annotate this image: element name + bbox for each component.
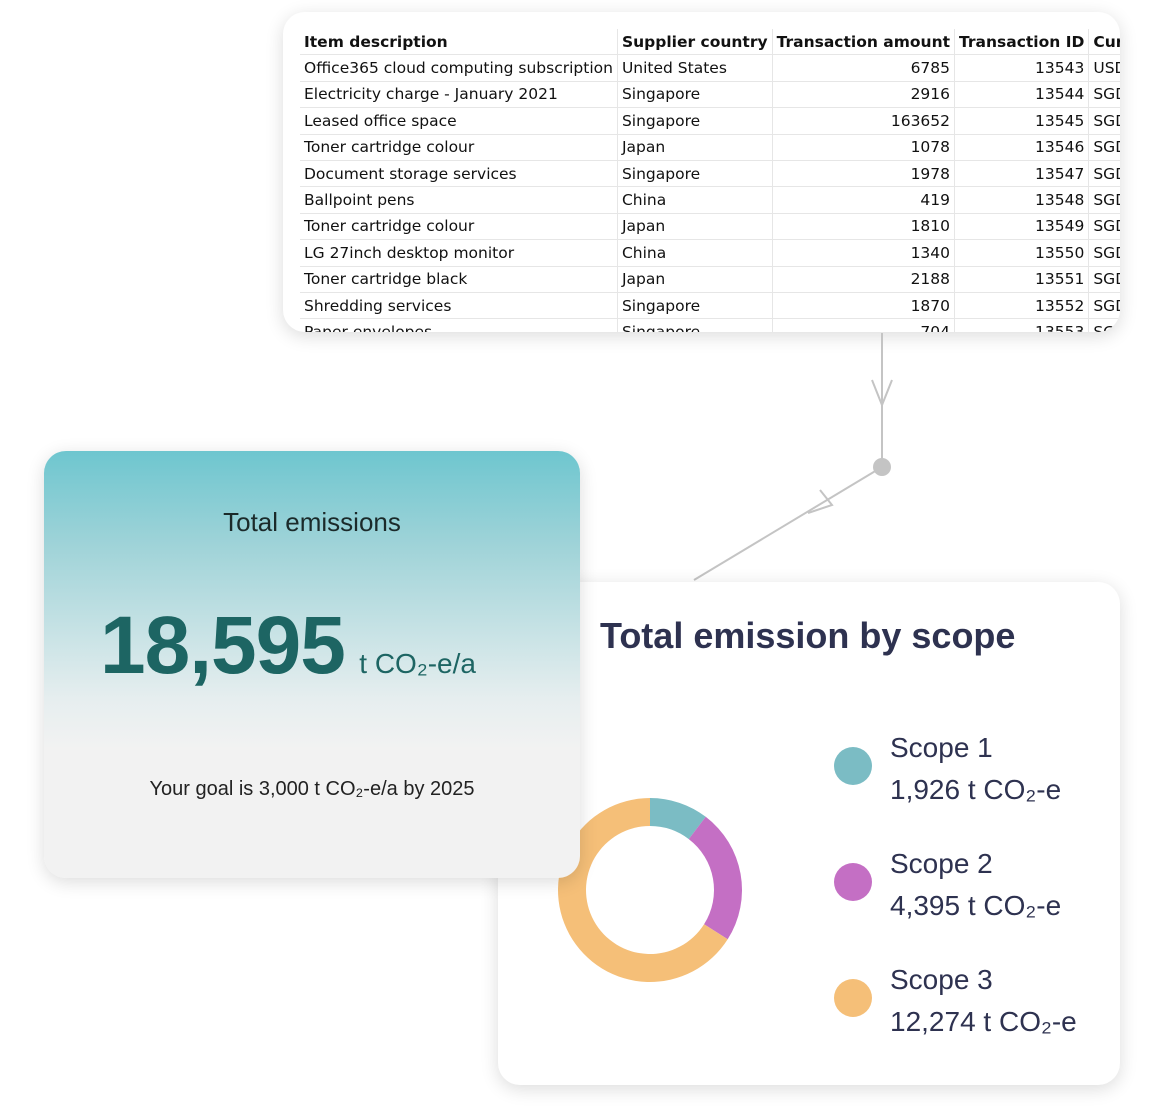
table-cell: 13548 <box>954 186 1090 214</box>
table-cell: 2188 <box>772 266 956 293</box>
table-cell: 6785 <box>772 54 956 82</box>
table-cell: China <box>617 239 773 267</box>
column-header: Currency <box>1088 29 1120 56</box>
table-cell: Singapore <box>617 81 773 109</box>
table-cell: 419 <box>772 186 956 214</box>
table-cell: 13543 <box>954 54 1090 82</box>
table-cell: 13551 <box>954 266 1090 293</box>
pie-slice <box>558 798 728 982</box>
kpi-value-row: 18,595 t CO₂-e/a <box>100 599 476 693</box>
table-cell: Leased office space <box>300 107 618 135</box>
table-cell: SGD <box>1088 318 1120 332</box>
pie-slice <box>650 798 706 840</box>
legend-swatch <box>834 747 872 785</box>
table-cell: 704 <box>772 318 956 332</box>
kpi-card: Total emissions 18,595 t CO₂-e/a Your go… <box>44 451 580 878</box>
column-header: Transaction amount <box>772 29 956 56</box>
transactions-table: Item description Supplier country Transact… <box>300 29 1120 332</box>
table-cell: 1810 <box>772 213 956 241</box>
table-cell: 13550 <box>954 239 1090 267</box>
table-cell: Singapore <box>617 318 773 332</box>
table-row: LG 27inch desktop monitor China 1340 13550 S… <box>300 239 1120 267</box>
kpi-value: 18,595 <box>100 600 346 691</box>
table-cell: SGD <box>1088 160 1120 188</box>
table-body: Office365 cloud computing subscription Un… <box>300 54 1120 332</box>
table-cell: Toner cartridge colour <box>300 213 618 241</box>
table-cell: SGD <box>1088 81 1120 109</box>
table-cell: SGD <box>1088 292 1120 320</box>
legend-swatch <box>834 863 872 901</box>
table-cell: 13552 <box>954 292 1090 320</box>
value-label: 12,274 t CO₂-e <box>890 1006 1077 1037</box>
table-row: Electricity charge - January 2021 Singapo… <box>300 81 1120 109</box>
table-row: Toner cartridge blackJapan218813551SGD <box>300 266 1120 293</box>
column-header: Transaction ID <box>954 29 1090 56</box>
table-cell: Singapore <box>617 160 773 188</box>
legend-label: Scope 3 <box>890 964 993 995</box>
table-cell: United States <box>617 54 773 82</box>
table-cell: 13544 <box>954 81 1090 109</box>
header-row: Item description Supplier country Transact… <box>300 29 1120 56</box>
table-cell: SGD <box>1088 186 1120 214</box>
table-cell: 13547 <box>954 160 1090 188</box>
table-cell: Japan <box>617 266 773 293</box>
table-cell: China <box>617 186 773 214</box>
chart: Total emission by scope Scope 1 1,926 t C… <box>558 615 1077 1037</box>
chart-card: Total emission by scope Scope 1 1,926 t C… <box>498 582 1120 1085</box>
table-cell: SGD <box>1088 107 1120 135</box>
kpi-title: Total emissions <box>223 507 401 537</box>
table-cell: 13549 <box>954 213 1090 241</box>
table-row: Shredding servicesSingapore187013552SGD <box>300 292 1120 320</box>
table-row: Office365 cloud computing subscription Un… <box>300 54 1120 82</box>
table-row: Leased office space Singapore 163652 13545 S… <box>300 107 1120 135</box>
table-cell: Japan <box>617 213 773 241</box>
table-card: Item description Supplier country Transact… <box>283 12 1120 332</box>
table-cell: 13553 <box>954 318 1090 332</box>
table-cell: Singapore <box>617 107 773 135</box>
table-cell: Toner cartridge black <box>300 266 618 293</box>
legend-label: Scope 1 <box>890 732 993 763</box>
table-cell: USD <box>1088 54 1120 82</box>
legend-label: Scope 2 <box>890 848 993 879</box>
table-row: Ballpoint pensChina41913548SGD <box>300 186 1120 214</box>
legend-swatch <box>834 979 872 1017</box>
table-cell: 2916 <box>772 81 956 109</box>
table-cell: 13546 <box>954 134 1090 161</box>
table-cell: SGD <box>1088 266 1120 293</box>
chart-title: Total emission by scope <box>600 615 1015 656</box>
table-cell: Singapore <box>617 292 773 320</box>
table-cell: Toner cartridge colour <box>300 134 618 161</box>
table-cell: LG 27inch desktop monitor <box>300 239 618 267</box>
table-cell: 163652 <box>772 107 956 135</box>
table-cell: 1340 <box>772 239 956 267</box>
table-cell: SGD <box>1088 213 1120 241</box>
table-cell: Ballpoint pens <box>300 186 618 214</box>
value-label: 1,926 t CO₂-e <box>890 774 1061 805</box>
table-cell: Shredding services <box>300 292 618 320</box>
table-cell: Electricity charge - January 2021 <box>300 81 618 109</box>
column-header: Item description <box>300 29 618 56</box>
table-cell: 13545 <box>954 107 1090 135</box>
kpi-goal: Your goal is 3,000 t CO₂-e/a by 2025 <box>149 778 475 800</box>
kpi-unit: t CO₂-e/a <box>359 648 476 679</box>
table-cell: Paper envelopes <box>300 318 618 332</box>
column-header: Supplier country <box>617 29 773 56</box>
table-row: Document storage services Singapore 1978 13… <box>300 160 1120 188</box>
table-cell: Japan <box>617 134 773 161</box>
table-row: Paper envelopesSingapore70413553SGD <box>300 318 1120 332</box>
pie-slice <box>688 816 742 940</box>
table-cell: SGD <box>1088 239 1120 267</box>
table-cell: 1078 <box>772 134 956 161</box>
table-cell: 1870 <box>772 292 956 320</box>
table-cell: Office365 cloud computing subscription <box>300 54 618 82</box>
value-label: 4,395 t CO₂-e <box>890 890 1061 921</box>
table-row: Toner cartridge colourJapan181013549SGD <box>300 213 1120 241</box>
table-cell: 1978 <box>772 160 956 188</box>
table-cell: Document storage services <box>300 160 618 188</box>
table-cell: SGD <box>1088 134 1120 161</box>
